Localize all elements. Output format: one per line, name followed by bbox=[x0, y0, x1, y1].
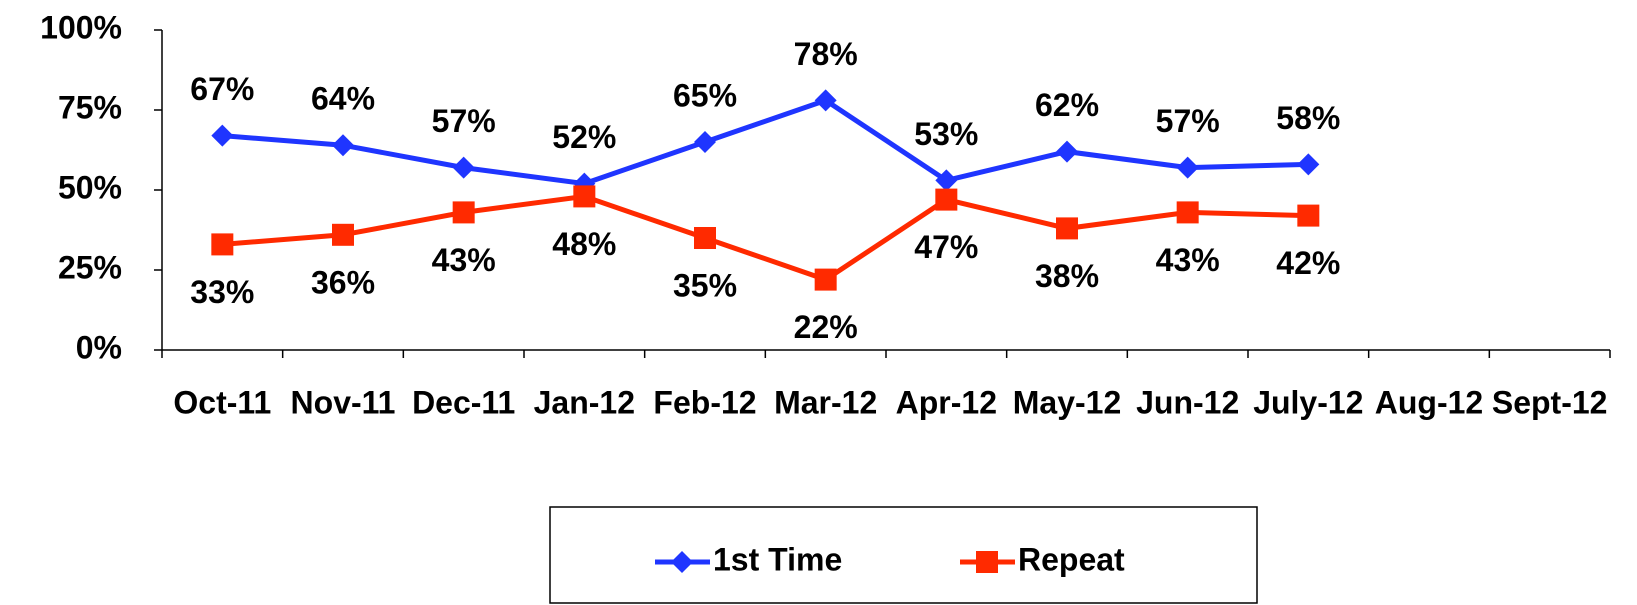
data-label: 35% bbox=[673, 267, 737, 303]
marker bbox=[211, 233, 234, 256]
marker bbox=[671, 551, 693, 573]
data-label: 38% bbox=[1035, 258, 1099, 294]
marker bbox=[1297, 204, 1320, 227]
x-tick-label: Jun-12 bbox=[1136, 384, 1239, 420]
x-tick-label: July-12 bbox=[1253, 384, 1363, 420]
data-label: 36% bbox=[311, 264, 375, 300]
data-label: 58% bbox=[1276, 100, 1340, 136]
data-label: 57% bbox=[1156, 103, 1220, 139]
marker bbox=[814, 89, 837, 112]
series-line bbox=[222, 97, 1309, 187]
data-label: 64% bbox=[311, 81, 375, 117]
x-tick-label: Sept-12 bbox=[1492, 384, 1608, 420]
x-tick-label: Apr-12 bbox=[896, 384, 997, 420]
legend: 1st Time Repeat bbox=[655, 541, 1125, 577]
legend-box bbox=[549, 506, 1258, 604]
marker bbox=[935, 188, 958, 211]
x-tick-label: Jan-12 bbox=[534, 384, 635, 420]
x-tick-label: Mar-12 bbox=[774, 384, 877, 420]
marker bbox=[1056, 217, 1078, 240]
data-label: 43% bbox=[1156, 242, 1220, 278]
data-label: 57% bbox=[432, 103, 496, 139]
legend-label: 1st Time bbox=[713, 541, 842, 577]
marker bbox=[935, 169, 958, 192]
y-tick-label: 50% bbox=[58, 169, 122, 205]
marker bbox=[814, 268, 837, 291]
x-tick-label: Nov-11 bbox=[291, 384, 396, 420]
data-label: 67% bbox=[190, 71, 254, 107]
marker bbox=[1056, 140, 1078, 163]
marker bbox=[452, 156, 475, 179]
data-label: 47% bbox=[914, 229, 978, 265]
data-label: 62% bbox=[1035, 87, 1099, 123]
series-line bbox=[222, 193, 1309, 283]
marker bbox=[332, 223, 354, 246]
marker bbox=[1176, 201, 1199, 224]
marker bbox=[1297, 153, 1320, 176]
data-label: 43% bbox=[432, 242, 496, 278]
data-label: 22% bbox=[794, 309, 858, 345]
data-label: 53% bbox=[914, 116, 978, 152]
x-tick-label: May-12 bbox=[1013, 384, 1122, 420]
y-tick-label: 25% bbox=[58, 249, 122, 285]
marker bbox=[976, 551, 998, 573]
y-tick-label: 75% bbox=[58, 89, 122, 125]
x-tick-label: Oct-11 bbox=[173, 384, 271, 420]
y-tick-label: 100% bbox=[40, 9, 122, 45]
marker bbox=[694, 227, 716, 249]
marker bbox=[573, 185, 596, 208]
x-tick-label: Dec-11 bbox=[412, 384, 515, 420]
marker bbox=[694, 131, 716, 153]
data-label: 48% bbox=[552, 226, 616, 262]
data-label: 52% bbox=[552, 119, 616, 155]
data-label: 42% bbox=[1276, 245, 1340, 281]
marker bbox=[211, 124, 234, 147]
data-label: 78% bbox=[794, 36, 858, 72]
y-tick-label: 0% bbox=[76, 329, 122, 365]
marker bbox=[452, 201, 475, 224]
marker bbox=[1176, 156, 1199, 179]
marker bbox=[332, 134, 354, 157]
data-label: 65% bbox=[673, 77, 737, 113]
legend-label: Repeat bbox=[1018, 541, 1125, 577]
x-tick-label: Aug-12 bbox=[1375, 384, 1483, 420]
data-label: 33% bbox=[190, 274, 254, 310]
x-tick-label: Feb-12 bbox=[653, 384, 756, 420]
